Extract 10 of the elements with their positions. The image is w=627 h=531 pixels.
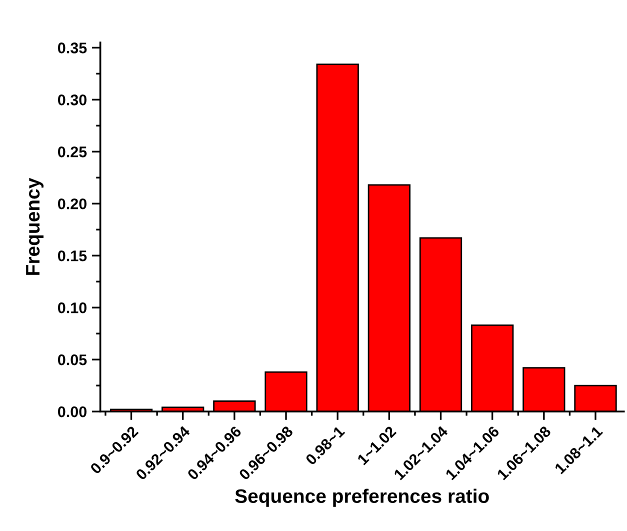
- y-tick-label: 0.35: [58, 42, 87, 54]
- y-tick-label: 0.30: [58, 94, 86, 106]
- y-axis-title: Frequency: [26, 178, 44, 275]
- y-tick-label: 0.10: [58, 302, 86, 314]
- y-tick-label: 0.15: [58, 250, 87, 262]
- y-tick-label: 0.00: [58, 406, 86, 418]
- x-axis-title: Sequence preferences ratio: [235, 488, 489, 507]
- y-tick-label: 0.05: [58, 354, 87, 366]
- y-tick-label: 0.20: [58, 198, 86, 210]
- y-tick-label: 0.25: [58, 146, 87, 158]
